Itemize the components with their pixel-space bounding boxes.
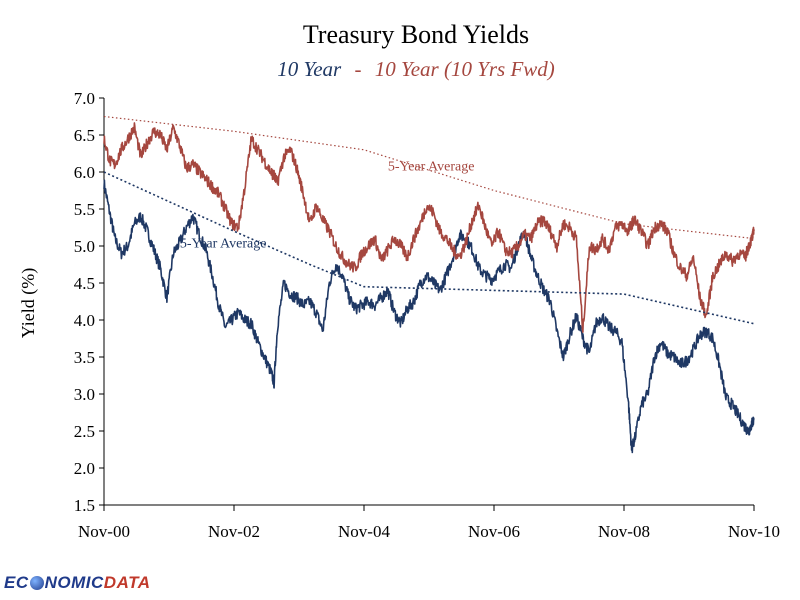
x-tick-label: Nov-00: [78, 522, 130, 541]
economicdata-logo: EC NOMIC DATA: [4, 570, 151, 596]
y-axis-title: Yield (%): [18, 268, 39, 338]
logo-text-part-3: DATA: [103, 573, 151, 592]
x-tick-label: Nov-04: [338, 522, 390, 541]
series-line-10-year-fwd: [103, 122, 755, 333]
chart-subtitle: 10 Year - 10 Year (10 Yrs Fwd): [277, 57, 555, 81]
y-tick-label: 6.5: [74, 126, 95, 145]
x-tick-label: Nov-06: [468, 522, 520, 541]
subtitle-separator: -: [354, 57, 361, 81]
globe-icon: [29, 576, 44, 590]
chart-area: Treasury Bond Yields 10 Year - 10 Year (…: [18, 20, 780, 541]
y-tick-label: 3.0: [74, 385, 95, 404]
average-annotation: 5-Year Average: [180, 236, 267, 251]
average-line: [103, 115, 755, 240]
x-tick-label: Nov-10: [728, 522, 780, 541]
average-line: [103, 171, 755, 325]
y-tick-label: 2.5: [74, 422, 95, 441]
x-tick-label: Nov-02: [208, 522, 260, 541]
series-line-10-year: [103, 179, 755, 454]
subtitle-series-1: 10 Year: [277, 57, 342, 81]
axes: 1.5 2.0 2.5 3.0 3.5 4.0 4.5 5.0 5.5 6.0 6.5 7.0 Nov-…: [74, 89, 780, 541]
average-annotation: 5-Year Average: [388, 160, 475, 175]
y-tick-label: 6.0: [74, 163, 95, 182]
y-tick-label: 1.5: [74, 496, 95, 515]
y-tick-label: 2.0: [74, 459, 95, 478]
y-tick-label: 5.0: [74, 237, 95, 256]
y-tick-label: 5.5: [74, 200, 95, 219]
series-layer: [103, 115, 755, 454]
chart-title: Treasury Bond Yields: [303, 20, 529, 49]
y-tick-label: 4.5: [74, 274, 95, 293]
subtitle-series-2: 10 Year (10 Yrs Fwd): [375, 57, 555, 81]
logo-text-part-2: NOMIC: [44, 573, 104, 592]
y-tick-label: 3.5: [74, 348, 95, 367]
annotation-layer: 5-Year Average 5-Year Average: [180, 160, 475, 252]
x-tick-label: Nov-08: [598, 522, 650, 541]
y-tick-label: 4.0: [74, 311, 95, 330]
logo-text-part-1: EC: [4, 573, 29, 592]
y-tick-label: 7.0: [74, 89, 95, 108]
